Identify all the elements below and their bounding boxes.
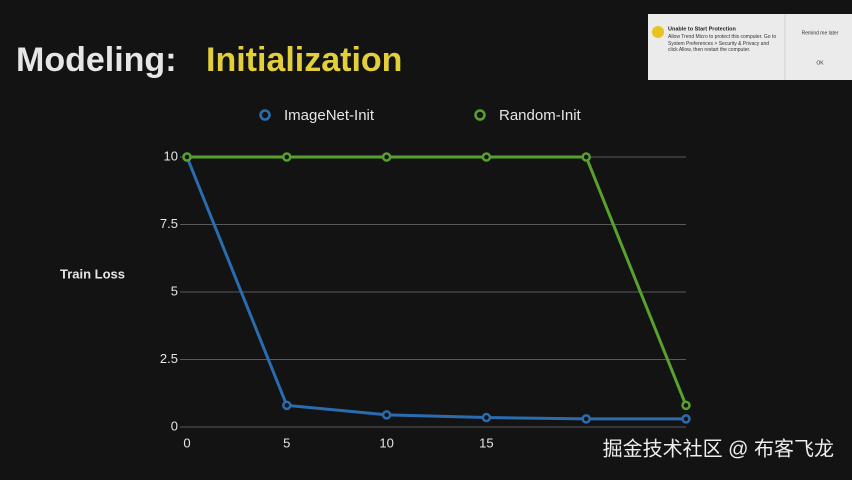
legend-label: ImageNet-Init — [284, 107, 375, 124]
y-axis-label: Train Loss — [60, 266, 125, 281]
y-tick-label: 2.5 — [160, 351, 178, 366]
popup-button[interactable]: OK — [816, 60, 824, 66]
data-point — [481, 152, 492, 162]
x-tick-label: 0 — [183, 435, 190, 450]
series-line — [185, 156, 686, 421]
legend-marker — [474, 109, 486, 121]
data-point — [581, 152, 591, 162]
x-tick-label: 5 — [283, 435, 290, 450]
popup-button[interactable]: Remind me later — [802, 30, 839, 36]
data-point — [182, 152, 192, 162]
popup — [648, 14, 852, 80]
popup-body: Allow Trend Micro to protect this comput… — [668, 34, 777, 53]
data-point — [681, 414, 691, 424]
y-tick-label: 7.5 — [160, 216, 178, 231]
y-tick-label: 10 — [164, 148, 178, 163]
data-point — [381, 410, 392, 420]
x-tick-label: 10 — [379, 435, 393, 450]
data-point — [481, 412, 492, 423]
slide-title-highlight: Initialization — [206, 41, 402, 79]
legend-marker — [259, 109, 271, 121]
data-point — [282, 400, 292, 411]
x-tick-label: 15 — [479, 435, 493, 450]
data-point — [681, 400, 691, 411]
slide-title: Modeling: — [16, 41, 177, 79]
popup-icon — [652, 26, 664, 38]
data-point — [381, 152, 392, 162]
y-tick-label: 5 — [171, 283, 178, 298]
watermark: 掘金技术社区 @ 布客飞龙 — [603, 437, 834, 460]
data-point — [581, 414, 591, 424]
popup-title: Unable to Start Protection — [668, 26, 736, 32]
y-tick-label: 0 — [171, 418, 178, 433]
legend-label: Random-Init — [499, 107, 582, 124]
series-line — [187, 155, 688, 406]
data-point — [282, 152, 292, 162]
